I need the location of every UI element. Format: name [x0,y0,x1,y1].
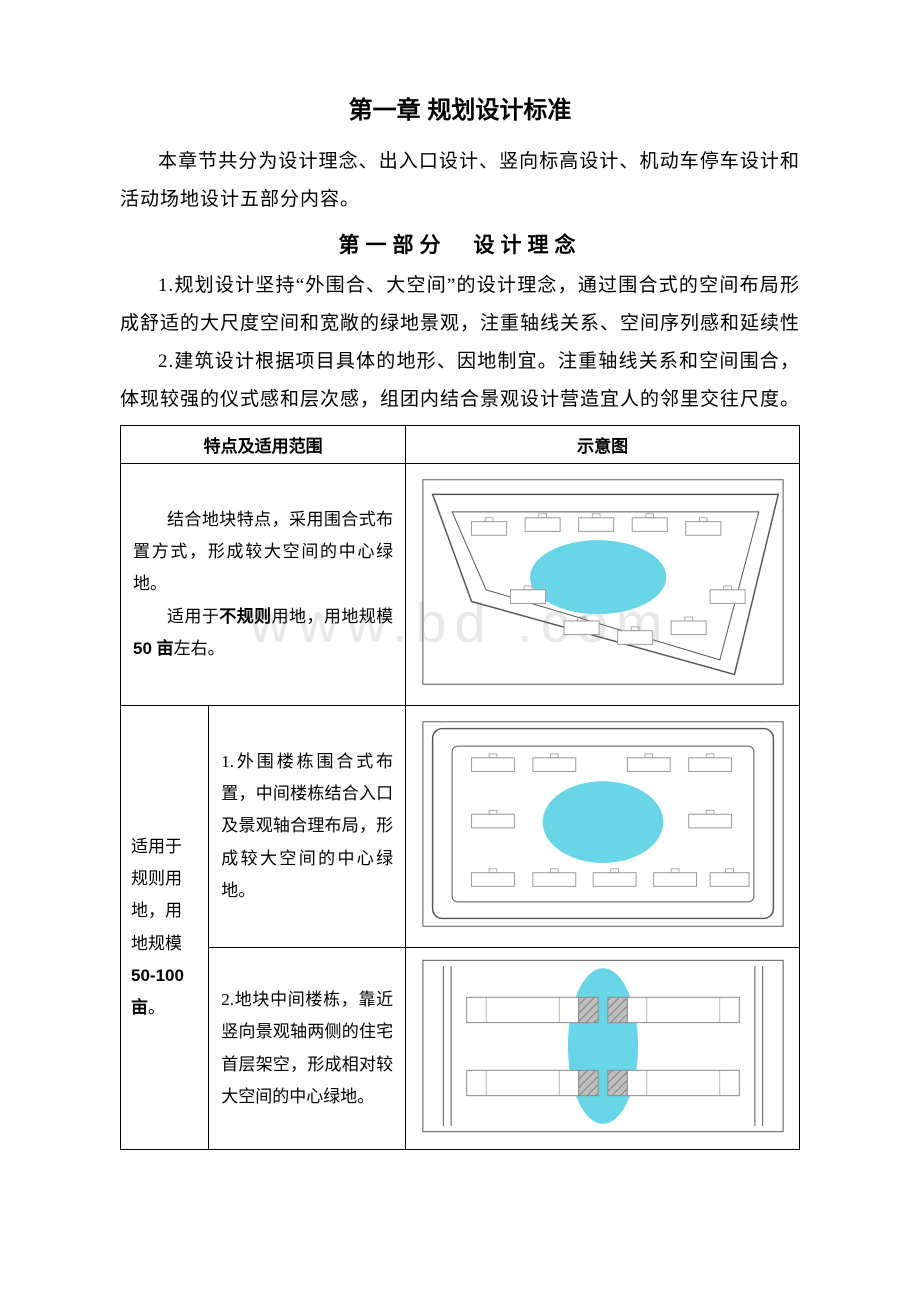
diagram-rect-site [418,714,788,934]
paragraph-2: 2.建筑设计根据项目具体的地形、因地制宜。注重轴线关系和空间围合，体现较强的仪式… [120,343,800,419]
row2-sub1-diagram-cell [406,706,800,948]
th-diagram: 示意图 [406,426,800,464]
row1-b-bold: 不规则 [219,607,271,626]
table-row: 适用于规则用地，用地规模50-100亩。 1.外围楼栋围合式布置，中间楼栋结合入… [121,706,800,948]
section-subtitle: 第一部分 设计理念 [120,229,800,259]
row1-diagram-cell [406,464,800,706]
table-header-row: 特点及适用范围 示意图 [121,426,800,464]
row1-text-b: 适用于不规则用地，用地规模 50 亩左右。 [133,601,393,666]
row2-left-cell: 适用于规则用地，用地规模50-100亩。 [121,706,209,1150]
diagram-triangular-site [418,472,788,692]
row1-b-post: 左右。 [174,639,225,658]
table-row: 结合地块特点，采用围合式布置方式，形成较大空间的中心绿地。 适用于不规则用地，用… [121,464,800,706]
row1-b-bold2: 50 亩 [133,639,174,658]
table-row: 2.地块中间楼栋，靠近竖向景观轴两侧的住宅首层架空，形成相对较大空间的中心绿地。 [121,948,800,1150]
row1-b-mid: 用地，用地规模 [272,607,394,626]
row2-left-b: 。 [148,998,165,1017]
intro-paragraph: 本章节共分为设计理念、出入口设计、竖向标高设计、机动车停车设计和活动场地设计五部… [120,143,800,219]
row2-left-a: 适用于规则用地，用地规模 [131,837,182,953]
page-content: 第一章 规划设计标准 本章节共分为设计理念、出入口设计、竖向标高设计、机动车停车… [120,90,800,1150]
paragraph-1: 1.规划设计坚持“外围合、大空间”的设计理念，通过围合式的空间布局形成舒适的大尺… [120,267,800,343]
row1-text-a: 结合地块特点，采用围合式布置方式，形成较大空间的中心绿地。 [133,504,393,601]
chapter-title: 第一章 规划设计标准 [120,90,800,125]
row1-text-cell: 结合地块特点，采用围合式布置方式，形成较大空间的中心绿地。 适用于不规则用地，用… [121,464,406,706]
row2-sub2-diagram-cell [406,948,800,1150]
th-features: 特点及适用范围 [121,426,406,464]
row2-sub1-text: 1.外围楼栋围合式布置，中间楼栋结合入口及景观轴合理布局，形成较大空间的中心绿地… [209,706,406,948]
row1-b-pre: 适用于 [167,607,219,626]
layout-table: 特点及适用范围 示意图 结合地块特点，采用围合式布置方式，形成较大空间的中心绿地… [120,425,800,1150]
row2-sub2-text: 2.地块中间楼栋，靠近竖向景观轴两侧的住宅首层架空，形成相对较大空间的中心绿地。 [209,948,406,1150]
diagram-axis-site [418,956,788,1136]
